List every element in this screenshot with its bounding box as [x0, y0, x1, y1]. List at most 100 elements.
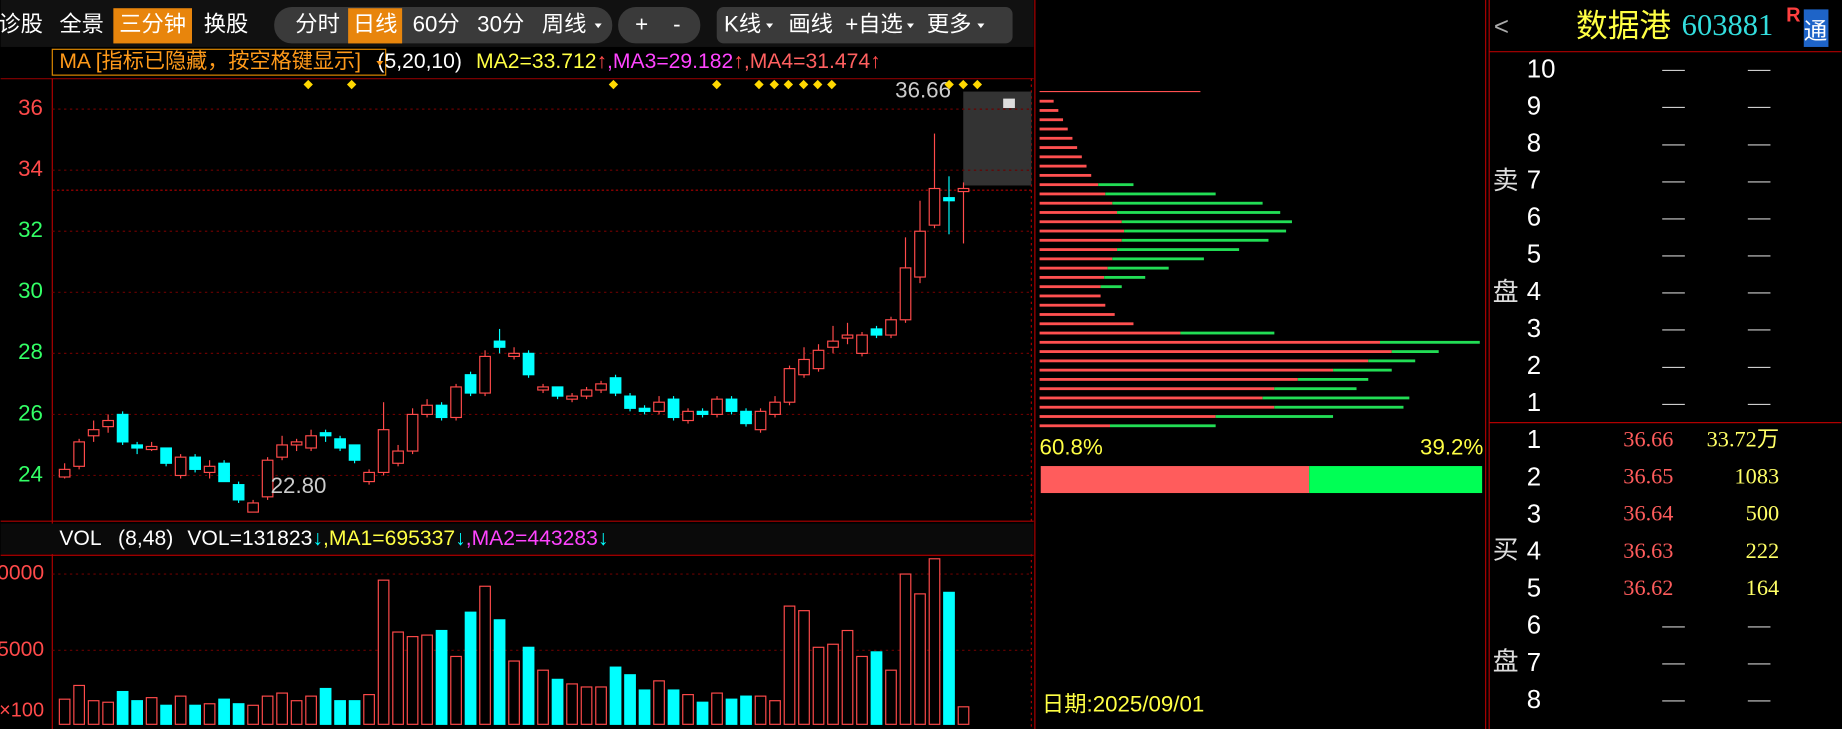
- level: 8: [1527, 129, 1541, 157]
- volume-bar: [522, 646, 535, 725]
- chip-green: [1098, 183, 1134, 187]
- chip-red: [1039, 99, 1054, 103]
- indicator-box[interactable]: [51, 48, 387, 76]
- chip-green: [1104, 275, 1146, 279]
- lock-icon[interactable]: [1003, 98, 1015, 108]
- indicator-arrow: ↑: [596, 50, 607, 73]
- tab[interactable]: 日线: [353, 12, 398, 37]
- indicator-name[interactable]: VOL: [59, 526, 102, 549]
- indicator-arrow: ↑: [870, 50, 881, 73]
- volume-bar: [740, 695, 752, 725]
- order-volume: —: [1747, 389, 1771, 414]
- volume-bar: [957, 706, 970, 725]
- tab[interactable]: 分时: [295, 12, 340, 37]
- candle-body: [595, 383, 607, 391]
- signal-marker: [346, 79, 357, 90]
- badge: 通: [1804, 18, 1827, 44]
- indicator-value: MA2=33.712: [476, 50, 596, 73]
- tab[interactable]: 30分: [477, 12, 524, 37]
- dropdown-arrow: [766, 23, 774, 29]
- tab-active-bg[interactable]: [113, 8, 192, 44]
- tab-group: [716, 7, 1013, 44]
- chip-red: [1039, 424, 1110, 428]
- y-tick-label: 30: [18, 278, 43, 303]
- tab-active-bg[interactable]: [348, 8, 403, 44]
- ratio-bar: [1040, 466, 1310, 494]
- signal-marker: [944, 79, 954, 90]
- chip-green: [1297, 378, 1369, 381]
- candle-body: [392, 450, 404, 464]
- y-tick-label: 32: [18, 217, 43, 242]
- y-tick-label: 24: [18, 461, 43, 486]
- order-volume: —: [1747, 649, 1771, 674]
- chip-green: [1368, 359, 1416, 363]
- tab[interactable]: 三分钟: [119, 12, 186, 37]
- side-label: 盘: [1493, 277, 1519, 306]
- volume-bar: [290, 700, 303, 725]
- side-label: 盘: [1493, 647, 1519, 676]
- volume-bar: [421, 634, 433, 725]
- y-tick-label: 10000: [0, 562, 44, 585]
- tab[interactable]: +自选: [845, 12, 903, 37]
- chip-red: [1039, 275, 1105, 279]
- chip-green: [1100, 285, 1122, 289]
- volume-bar: [319, 687, 332, 725]
- indicator-value: ,MA1=695337: [323, 526, 455, 549]
- signal-marker: [712, 79, 722, 90]
- indicator-name[interactable]: MA [指标已隐藏，按空格键显示]: [59, 49, 361, 73]
- tab[interactable]: 全景: [59, 12, 104, 37]
- tab[interactable]: 更多: [927, 12, 972, 37]
- tab[interactable]: -: [673, 12, 680, 37]
- chip-green: [1117, 248, 1240, 251]
- signal-marker: [608, 79, 619, 90]
- order-volume: —: [1747, 612, 1771, 637]
- candle-body: [943, 197, 955, 202]
- stock-code: 603881: [1682, 8, 1774, 42]
- volume-bar: [580, 686, 593, 725]
- dropdown-arrow: [906, 23, 914, 29]
- volume-bar: [276, 692, 288, 725]
- candle-body: [841, 334, 854, 339]
- chip-red: [1039, 331, 1181, 335]
- tab[interactable]: +: [635, 12, 648, 37]
- volume-bar: [754, 695, 767, 725]
- volume-bar: [725, 698, 738, 725]
- tab[interactable]: 周线: [542, 12, 587, 37]
- signal-marker: [769, 79, 779, 90]
- chip-red: [1039, 387, 1275, 391]
- volume-bar: [711, 692, 723, 725]
- volume-bar: [624, 674, 636, 725]
- volume-bar: [174, 695, 187, 725]
- candle-body: [290, 441, 303, 446]
- candle-body: [566, 395, 578, 400]
- volume-bar: [102, 701, 114, 725]
- candle-body: [682, 410, 694, 422]
- candle-body: [508, 352, 520, 357]
- tab[interactable]: 60分: [413, 12, 460, 37]
- tab[interactable]: K线: [724, 12, 761, 37]
- tab[interactable]: 换股: [204, 12, 249, 37]
- order-volume: 500: [1746, 501, 1779, 526]
- chip-red: [1039, 229, 1125, 233]
- chip-red: [1039, 285, 1101, 289]
- chip-green: [1110, 424, 1216, 428]
- volume-bar: [827, 643, 839, 725]
- volume-bar: [261, 695, 274, 725]
- tab[interactable]: 诊股: [0, 12, 43, 37]
- order-volume: 164: [1746, 575, 1779, 600]
- back-button[interactable]: <: [1494, 13, 1509, 41]
- tab[interactable]: 画线: [788, 12, 833, 37]
- lock-area[interactable]: [963, 91, 1032, 186]
- chip-green: [1112, 201, 1263, 205]
- candle-body: [189, 456, 201, 470]
- volume-bar: [479, 585, 491, 725]
- chip-red: [1039, 248, 1118, 251]
- volume-bar: [305, 695, 317, 725]
- candle-body: [624, 395, 636, 409]
- volume-bar: [841, 629, 854, 725]
- volume-bar: [464, 611, 477, 725]
- volume-bar: [812, 646, 825, 725]
- candle-body: [653, 401, 665, 412]
